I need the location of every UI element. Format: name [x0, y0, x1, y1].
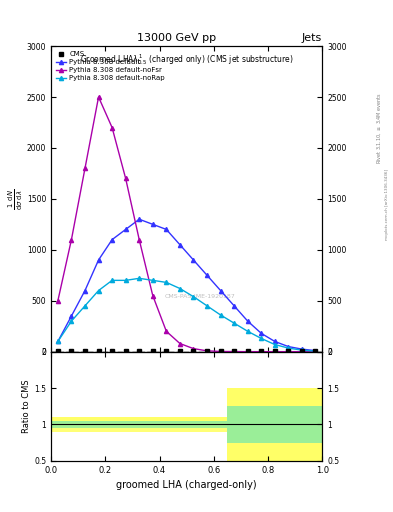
- CMS: [164, 348, 169, 354]
- Pythia 8.308 default-noFsr: [218, 348, 223, 354]
- Pythia 8.308 default: [83, 287, 87, 293]
- CMS: [83, 348, 87, 354]
- Pythia 8.308 default-noFsr: [123, 176, 128, 182]
- Pythia 8.308 default-noFsr: [69, 237, 74, 243]
- CMS: [96, 348, 101, 354]
- Pythia 8.308 default-noRap: [191, 293, 196, 300]
- Text: CMS-PAS-JME-1920187: CMS-PAS-JME-1920187: [165, 294, 236, 299]
- Pythia 8.308 default-noRap: [151, 278, 155, 284]
- Pythia 8.308 default: [286, 344, 291, 350]
- Line: Pythia 8.308 default: Pythia 8.308 default: [56, 217, 318, 353]
- Pythia 8.308 default-noFsr: [55, 297, 60, 304]
- Pythia 8.308 default: [55, 338, 60, 345]
- Pythia 8.308 default-noFsr: [299, 349, 304, 355]
- CMS: [151, 348, 155, 354]
- CMS: [123, 348, 128, 354]
- Pythia 8.308 default: [178, 242, 182, 248]
- Pythia 8.308 default-noFsr: [205, 348, 209, 354]
- Pythia 8.308 default-noRap: [218, 312, 223, 318]
- Text: 13000 GeV pp: 13000 GeV pp: [137, 33, 217, 44]
- CMS: [218, 348, 223, 354]
- Pythia 8.308 default: [151, 221, 155, 227]
- Pythia 8.308 default: [313, 348, 318, 354]
- Pythia 8.308 default: [69, 313, 74, 319]
- Pythia 8.308 default-noRap: [313, 348, 318, 354]
- Pythia 8.308 default: [218, 287, 223, 293]
- Pythia 8.308 default: [205, 272, 209, 279]
- Pythia 8.308 default-noFsr: [110, 124, 114, 131]
- Pythia 8.308 default: [110, 237, 114, 243]
- CMS: [259, 348, 264, 354]
- Text: Jets: Jets: [302, 33, 322, 44]
- Pythia 8.308 default: [245, 318, 250, 324]
- Pythia 8.308 default: [137, 216, 141, 222]
- Pythia 8.308 default-noRap: [164, 280, 169, 286]
- Pythia 8.308 default-noRap: [110, 278, 114, 284]
- CMS: [286, 348, 291, 354]
- Pythia 8.308 default: [259, 330, 264, 336]
- Pythia 8.308 default-noFsr: [83, 165, 87, 172]
- CMS: [272, 348, 277, 354]
- CMS: [299, 348, 304, 354]
- Pythia 8.308 default: [123, 226, 128, 232]
- Pythia 8.308 default-noRap: [259, 335, 264, 342]
- Pythia 8.308 default-noRap: [69, 318, 74, 324]
- Y-axis label: $\frac{1}{\mathrm{d}\sigma}\frac{\mathrm{d}N}{\mathrm{d}\lambda}$: $\frac{1}{\mathrm{d}\sigma}\frac{\mathrm…: [7, 188, 25, 209]
- Pythia 8.308 default-noFsr: [151, 292, 155, 298]
- CMS: [110, 348, 114, 354]
- CMS: [232, 348, 237, 354]
- CMS: [205, 348, 209, 354]
- Pythia 8.308 default: [232, 303, 237, 309]
- Text: Groomed LHA$\lambda^1_{0.5}$ (charged only) (CMS jet substructure): Groomed LHA$\lambda^1_{0.5}$ (charged on…: [80, 52, 294, 67]
- Line: Pythia 8.308 default-noRap: Pythia 8.308 default-noRap: [56, 276, 318, 353]
- CMS: [191, 348, 196, 354]
- CMS: [178, 348, 182, 354]
- Pythia 8.308 default-noFsr: [313, 349, 318, 355]
- Line: CMS: CMS: [56, 349, 318, 353]
- Legend: CMS, Pythia 8.308 default, Pythia 8.308 default-noFsr, Pythia 8.308 default-noRa: CMS, Pythia 8.308 default, Pythia 8.308 …: [55, 50, 166, 82]
- Pythia 8.308 default-noRap: [137, 275, 141, 282]
- Pythia 8.308 default-noRap: [286, 345, 291, 351]
- Pythia 8.308 default-noFsr: [178, 340, 182, 347]
- Pythia 8.308 default-noRap: [55, 338, 60, 345]
- Pythia 8.308 default-noRap: [205, 303, 209, 309]
- Pythia 8.308 default-noRap: [96, 287, 101, 293]
- Pythia 8.308 default: [96, 257, 101, 263]
- Pythia 8.308 default-noRap: [299, 347, 304, 353]
- Pythia 8.308 default-noFsr: [164, 328, 169, 334]
- CMS: [137, 348, 141, 354]
- CMS: [55, 348, 60, 354]
- Pythia 8.308 default: [299, 346, 304, 352]
- Pythia 8.308 default: [191, 257, 196, 263]
- Y-axis label: Ratio to CMS: Ratio to CMS: [22, 379, 31, 433]
- Pythia 8.308 default-noFsr: [96, 94, 101, 100]
- CMS: [245, 348, 250, 354]
- Pythia 8.308 default-noRap: [232, 320, 237, 326]
- Text: Rivet 3.1.10, $\geq$ 3.4M events: Rivet 3.1.10, $\geq$ 3.4M events: [375, 92, 383, 164]
- Pythia 8.308 default-noRap: [123, 278, 128, 284]
- Pythia 8.308 default-noRap: [178, 285, 182, 291]
- Pythia 8.308 default-noRap: [245, 328, 250, 334]
- CMS: [69, 348, 74, 354]
- Pythia 8.308 default-noFsr: [191, 346, 196, 352]
- Pythia 8.308 default-noFsr: [245, 349, 250, 355]
- Pythia 8.308 default: [272, 338, 277, 345]
- Text: mcplots.cern.ch [arXiv:1306.3436]: mcplots.cern.ch [arXiv:1306.3436]: [385, 169, 389, 240]
- Pythia 8.308 default-noRap: [83, 303, 87, 309]
- X-axis label: groomed LHA (charged-only): groomed LHA (charged-only): [116, 480, 257, 490]
- Pythia 8.308 default: [164, 226, 169, 232]
- Line: Pythia 8.308 default-noFsr: Pythia 8.308 default-noFsr: [56, 95, 318, 354]
- Pythia 8.308 default-noFsr: [137, 237, 141, 243]
- Pythia 8.308 default-noFsr: [272, 349, 277, 355]
- CMS: [313, 348, 318, 354]
- Pythia 8.308 default-noFsr: [259, 349, 264, 355]
- Pythia 8.308 default-noRap: [272, 342, 277, 348]
- Pythia 8.308 default-noFsr: [232, 349, 237, 355]
- Pythia 8.308 default-noFsr: [286, 349, 291, 355]
